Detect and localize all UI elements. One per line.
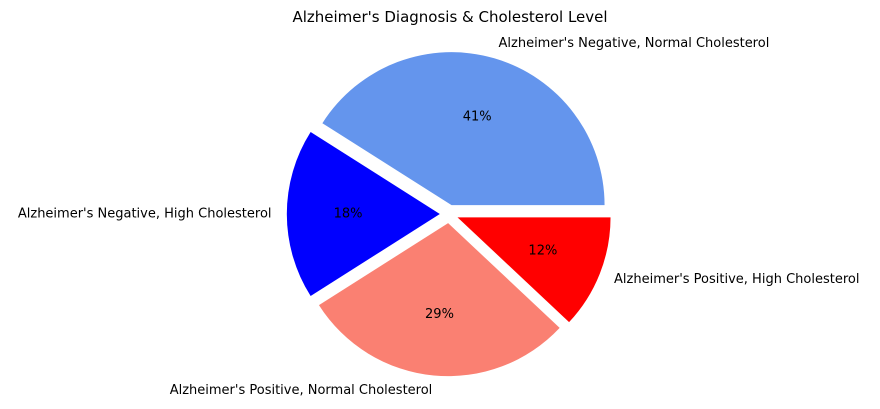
category-label-2: Alzheimer's Negative, High Cholesterol [18,207,272,222]
chart-title: Alzheimer's Diagnosis & Cholesterol Leve… [292,8,607,26]
pie-slice-4 [457,217,611,323]
pie-slice-1 [322,52,605,206]
percent-label-4: 12% [528,244,557,259]
category-labels: Alzheimer's Negative, Normal Cholesterol… [18,36,860,398]
percent-label-1: 41% [463,110,492,125]
category-label-4: Alzheimer's Positive, High Cholesterol [614,272,859,287]
pie-slice-3 [318,223,560,377]
percent-label-3: 29% [425,307,454,322]
category-label-3: Alzheimer's Positive, Normal Cholesterol [170,383,433,398]
pie-slice-2 [286,132,440,296]
percent-label-2: 18% [334,207,363,222]
category-label-1: Alzheimer's Negative, Normal Cholesterol [499,36,770,51]
percent-labels: 41% 18% 29% 12% [334,110,558,323]
pie-slices [286,52,611,377]
